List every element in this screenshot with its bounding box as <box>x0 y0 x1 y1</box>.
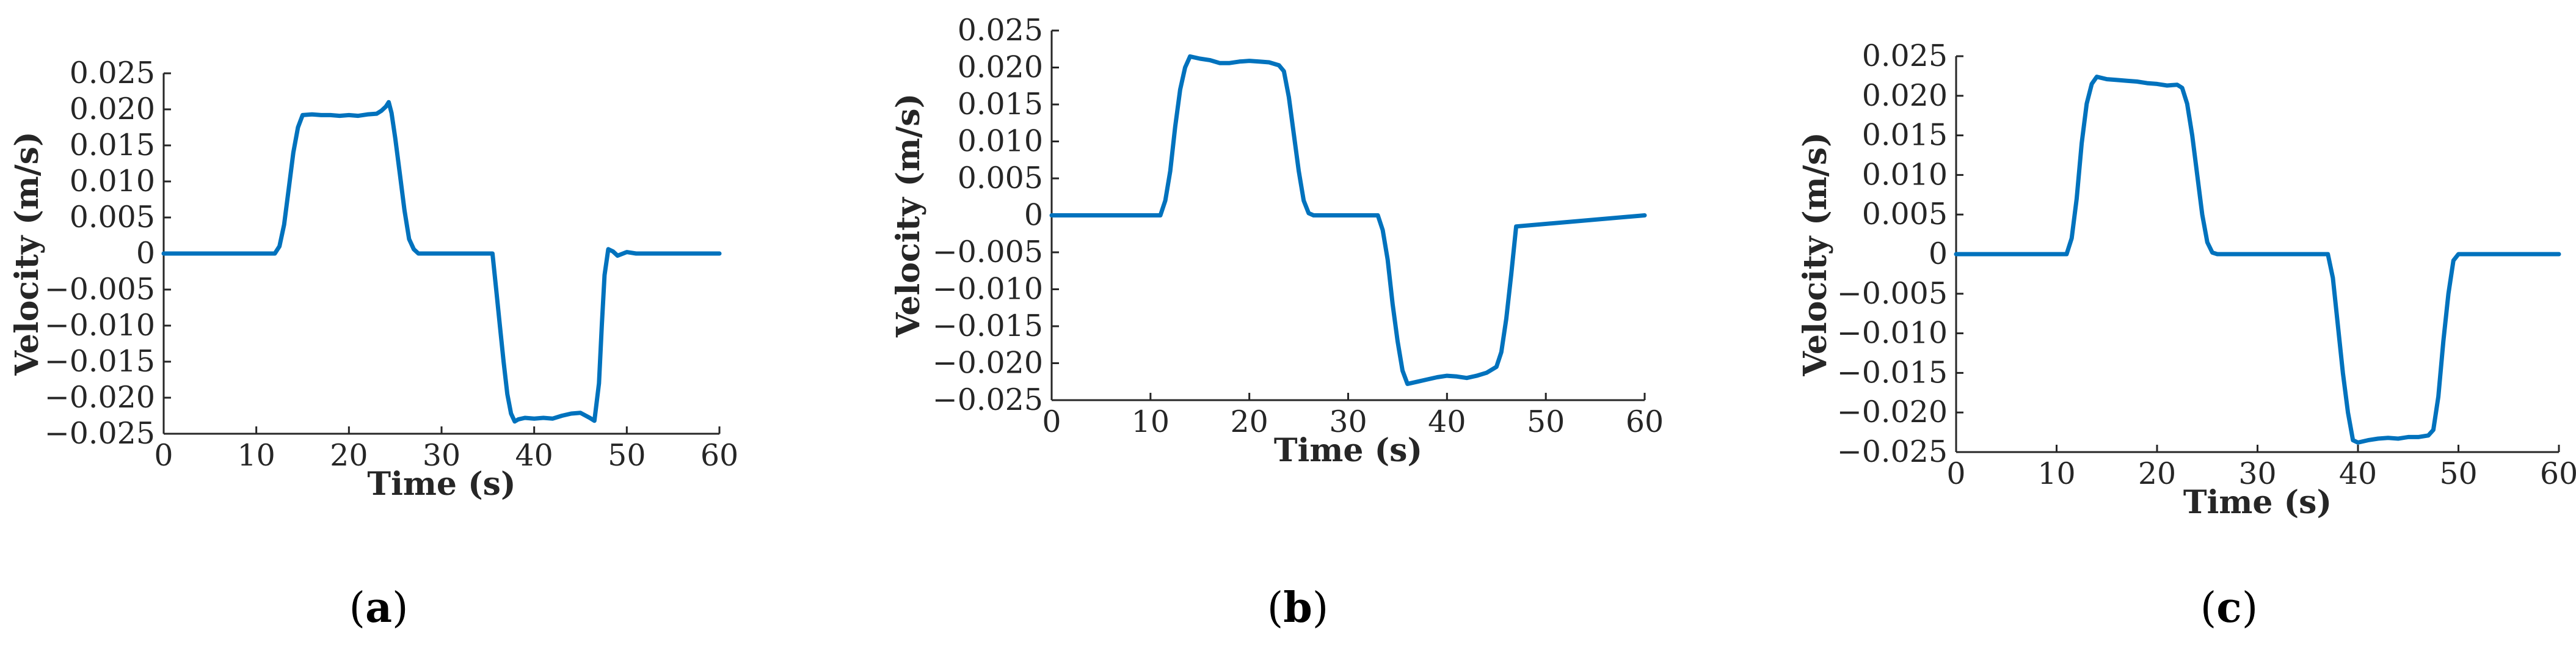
y-tick-label: −0.020 <box>45 380 155 415</box>
x-tick-label: 60 <box>700 438 738 473</box>
y-tick-label: 0.025 <box>70 56 155 90</box>
caption-letter: a <box>365 583 392 632</box>
y-tick-label: −0.005 <box>933 235 1043 269</box>
y-tick-label: 0.010 <box>1862 157 1948 192</box>
x-tick-label: 10 <box>237 438 275 473</box>
y-tick-label: 0.015 <box>958 87 1043 122</box>
y-tick-label: −0.010 <box>45 308 155 343</box>
y-tick-label: −0.015 <box>45 344 155 379</box>
x-tick-label: 10 <box>2037 456 2075 491</box>
y-axis-label: Velocity (m/s) <box>9 131 46 376</box>
chart-panel-a: 0.0250.0200.0150.0100.0050−0.005−0.010−0… <box>9 56 738 632</box>
y-tick-label: −0.025 <box>933 382 1043 417</box>
y-tick-label: −0.025 <box>1837 434 1948 469</box>
x-axis-label: Time (s) <box>2183 484 2332 521</box>
chart-panel-b: 0.0250.0200.0150.0100.0050−0.005−0.010−0… <box>890 13 1664 632</box>
chart-panel-c: 0.025 0.020 0.015 0.010 0.005 0 −0.005 −0.010 −0… <box>1797 38 2576 632</box>
y-axis-label: Velocity (m/s) <box>1797 132 1834 376</box>
y-tick-label: 0.025 <box>958 13 1043 48</box>
y-tick-label: −0.020 <box>1837 395 1948 429</box>
x-tick-label: 40 <box>515 438 553 473</box>
y-axis-label: Velocity (m/s) <box>890 93 927 338</box>
panel-caption: (c) <box>2200 583 2258 632</box>
y-tick-label: 0.025 <box>1862 38 1948 73</box>
y-tick-label: −0.015 <box>1837 355 1948 390</box>
x-tick-label: 20 <box>1230 404 1268 439</box>
x-tick-label: 60 <box>1626 404 1664 439</box>
y-tick-label: −0.010 <box>933 272 1043 307</box>
y-tick-label: −0.015 <box>933 309 1043 343</box>
y-tick-label: −0.005 <box>1837 276 1948 311</box>
caption-close-paren: ) <box>392 584 409 632</box>
x-tick-label: 60 <box>2540 456 2576 491</box>
velocity-series-line <box>1954 75 2561 445</box>
panel-caption: (b) <box>1267 583 1329 632</box>
y-tick-label: 0.005 <box>70 200 155 235</box>
x-axis-label: Time (s) <box>1274 432 1422 469</box>
y-tick-label: 0.005 <box>1862 197 1948 232</box>
y-tick-label: 0 <box>136 236 155 271</box>
y-tick-label: −0.005 <box>45 272 155 307</box>
caption-letter: b <box>1283 583 1312 632</box>
y-tick-label: −0.020 <box>933 346 1043 381</box>
x-tick-label: 10 <box>1132 404 1170 439</box>
x-tick-label: 40 <box>2339 456 2377 491</box>
y-tick-label: 0.010 <box>958 124 1043 159</box>
x-tick-label: 20 <box>2138 456 2176 491</box>
x-tick-label: 50 <box>1527 404 1565 439</box>
caption-letter: c <box>2216 583 2241 632</box>
x-tick-label: 0 <box>1042 404 1061 439</box>
velocity-series-line <box>1049 54 1647 386</box>
x-tick-label: 30 <box>423 438 460 473</box>
x-tick-label: 50 <box>2439 456 2477 491</box>
x-tick-label: 40 <box>1428 404 1466 439</box>
caption-close-paren: ) <box>2242 584 2258 632</box>
caption-open-paren: ( <box>2200 584 2217 632</box>
x-tick-label: 20 <box>330 438 368 473</box>
y-tick-label: 0.005 <box>958 161 1043 195</box>
panel-caption: (a) <box>349 583 408 632</box>
caption-close-paren: ) <box>1312 584 1329 632</box>
x-tick-label: 30 <box>2238 456 2276 491</box>
x-tick-label: 30 <box>1329 404 1367 439</box>
x-tick-label: 0 <box>154 438 173 473</box>
y-tick-label: 0.015 <box>1862 118 1948 153</box>
x-tick-label: 0 <box>1946 456 1965 491</box>
x-tick-label: 50 <box>608 438 646 473</box>
y-tick-label: 0 <box>1024 198 1043 233</box>
y-tick-label: −0.010 <box>1837 316 1948 351</box>
y-tick-label: 0.020 <box>70 92 155 126</box>
y-tick-label: −0.025 <box>45 416 155 451</box>
y-tick-label: 0.015 <box>70 128 155 163</box>
y-tick-label: 0.020 <box>1862 78 1948 113</box>
y-tick-label: 0.020 <box>958 50 1043 85</box>
y-tick-label: 0.010 <box>70 164 155 199</box>
velocity-series-line <box>161 100 722 424</box>
x-axis-label: Time (s) <box>367 466 515 503</box>
y-tick-label: 0 <box>1929 236 1948 271</box>
caption-open-paren: ( <box>349 584 365 632</box>
caption-open-paren: ( <box>1267 584 1284 632</box>
